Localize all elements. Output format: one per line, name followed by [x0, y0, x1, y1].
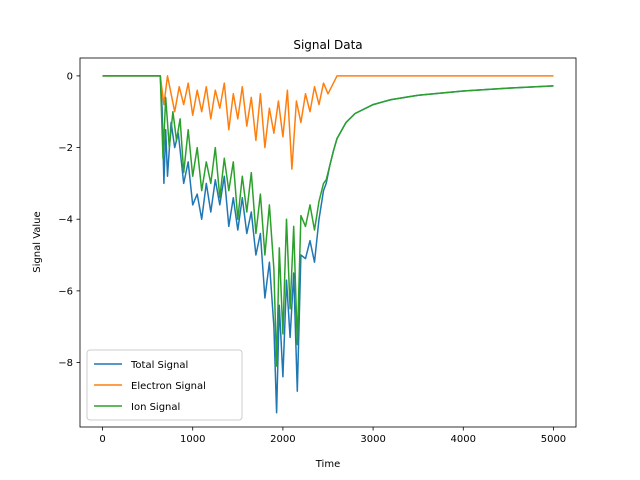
series-layer	[102, 75, 554, 414]
series-line-2	[102, 75, 554, 367]
x-tick-label: 2000	[270, 434, 295, 445]
x-tick-label: 1000	[180, 434, 205, 445]
legend-label: Total Signal	[130, 360, 188, 371]
x-tick-label: 3000	[360, 434, 385, 445]
x-tick-label: 0	[99, 434, 105, 445]
legend-label: Electron Signal	[131, 381, 206, 392]
y-tick-label: −2	[58, 143, 73, 154]
y-tick-label: −4	[58, 215, 73, 226]
y-axis: 0 −2 −4 −6 −8	[58, 71, 80, 369]
legend-box	[86, 349, 243, 421]
y-tick-label: −8	[58, 358, 73, 369]
y-axis-label: Signal Value	[32, 211, 43, 272]
series-line-1	[102, 75, 554, 170]
chart-title: Signal Data	[293, 38, 362, 52]
legend-label: Ion Signal	[131, 402, 180, 413]
x-tick-label: 5000	[541, 434, 566, 445]
x-axis-label: Time	[315, 459, 340, 470]
plot-frame	[79, 57, 577, 428]
plot-area	[79, 57, 577, 428]
y-tick-label: −6	[58, 286, 73, 297]
x-axis: 0 1000 2000 3000 4000 5000	[99, 427, 566, 445]
y-tick-label: 0	[67, 71, 73, 82]
x-tick-label: 4000	[451, 434, 476, 445]
legend: Total Signal Electron Signal Ion Signal	[86, 349, 243, 421]
